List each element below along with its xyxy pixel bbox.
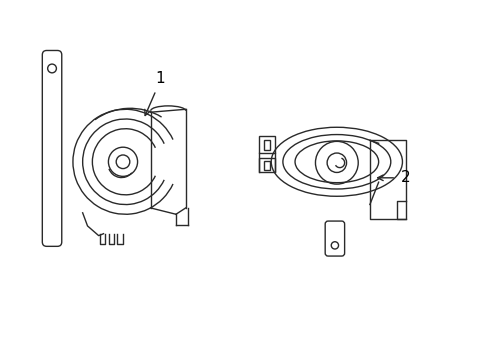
Bar [259, 158, 274, 172]
Text: 2: 2 [400, 170, 410, 185]
Text: 1: 1 [155, 71, 164, 86]
Bar [264, 140, 270, 150]
Bar [264, 161, 270, 170]
Bar [259, 136, 274, 153]
